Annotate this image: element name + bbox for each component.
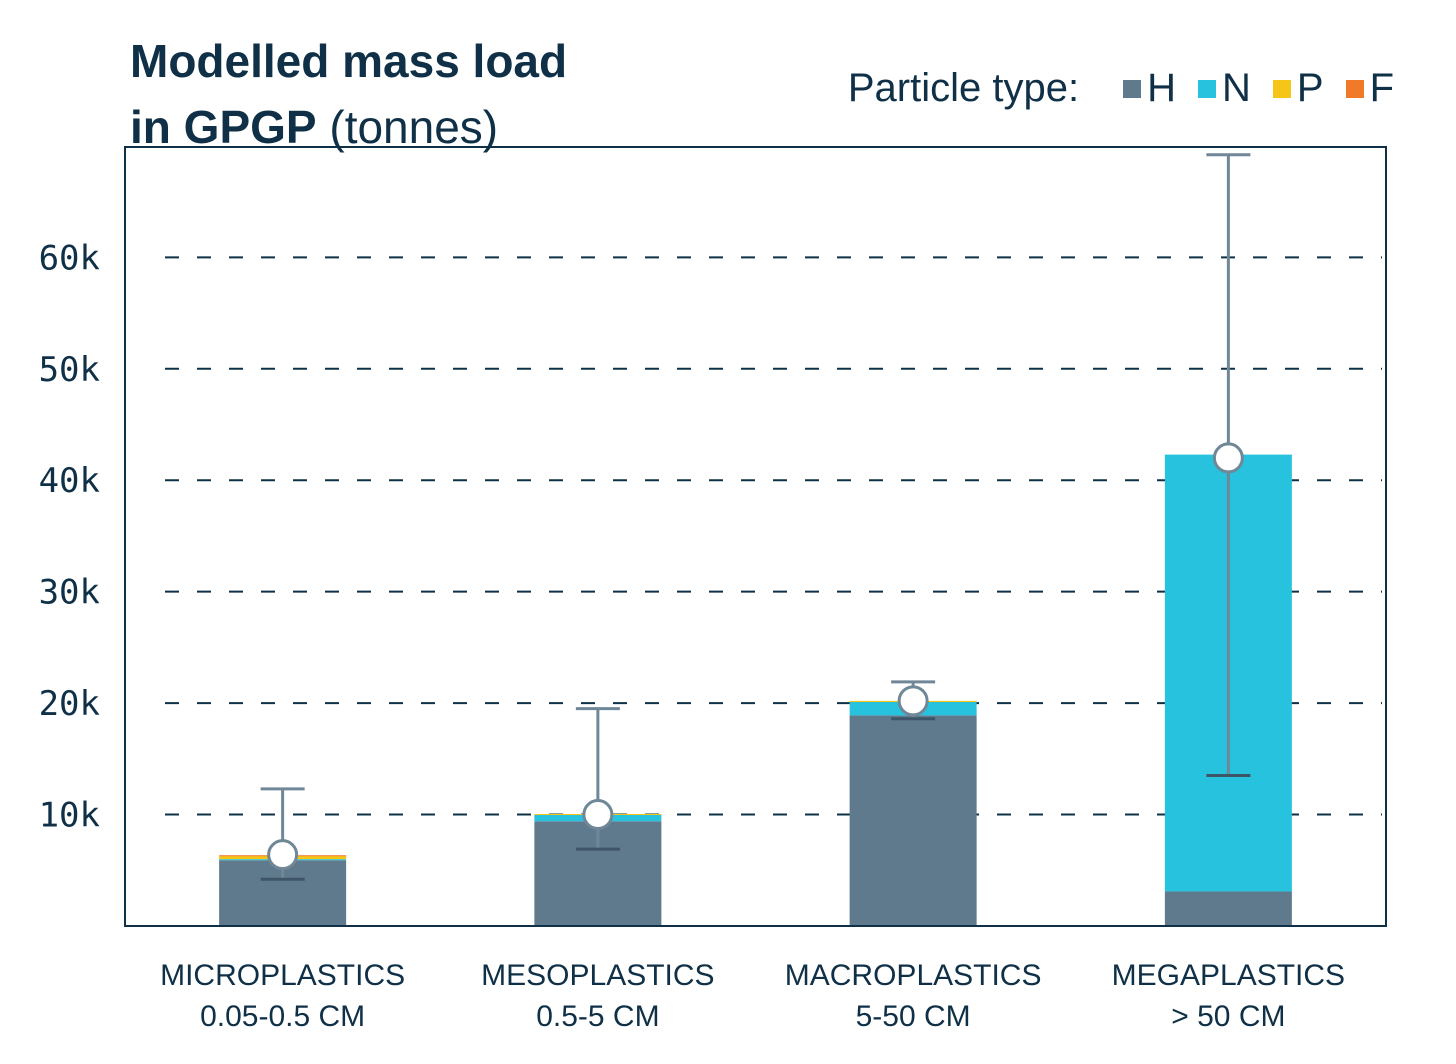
title-line2: in GPGP <box>130 101 317 153</box>
category-label: 0.05-0.5 CM <box>200 1000 365 1033</box>
total-marker <box>1212 442 1244 474</box>
total-marker <box>582 799 614 831</box>
category-label: 5-50 CM <box>856 1000 971 1033</box>
legend-swatch-n <box>1197 79 1216 98</box>
y-tick-label: 20k <box>39 684 100 724</box>
total-marker <box>897 685 929 717</box>
legend-item-n: N <box>1197 66 1251 111</box>
category-label: 0.5-5 CM <box>536 1000 659 1033</box>
title-line1: Modelled mass load <box>130 35 568 87</box>
y-tick-label: 10k <box>39 796 100 836</box>
y-tick-label: 50k <box>39 350 100 390</box>
legend-swatch-h <box>1123 79 1142 98</box>
category-label: MACROPLASTICS <box>785 959 1042 992</box>
legend-item-p: P <box>1272 66 1324 111</box>
title-unit: (tonnes) <box>329 101 499 153</box>
bar-segment-h <box>849 715 977 926</box>
chart-title: Modelled mass load in GPGP (tonnes) <box>130 28 567 160</box>
category-label: MESOPLASTICS <box>481 959 714 992</box>
y-tick-label: 60k <box>39 238 100 278</box>
legend-text-f: F <box>1369 66 1394 110</box>
y-tick-label: 30k <box>39 573 100 613</box>
legend-text-p: P <box>1296 66 1324 110</box>
legend: Particle type: H N P F <box>848 66 1394 111</box>
legend-label: Particle type: <box>847 66 1080 110</box>
plot-frame <box>124 146 1387 927</box>
category-label: MEGAPLASTICS <box>1112 959 1345 992</box>
legend-item-f: F <box>1345 66 1394 111</box>
category-label: > 50 CM <box>1171 1000 1285 1033</box>
legend-item-h: H <box>1123 66 1176 111</box>
legend-text-n: N <box>1221 66 1251 110</box>
legend-swatch-p <box>1272 79 1291 98</box>
total-marker <box>267 839 299 871</box>
y-tick-label: 40k <box>39 461 100 501</box>
legend-swatch-f <box>1345 79 1364 98</box>
category-label: MICROPLASTICS <box>160 959 405 992</box>
bar-segment-h <box>1164 891 1292 926</box>
legend-text-h: H <box>1147 66 1176 110</box>
